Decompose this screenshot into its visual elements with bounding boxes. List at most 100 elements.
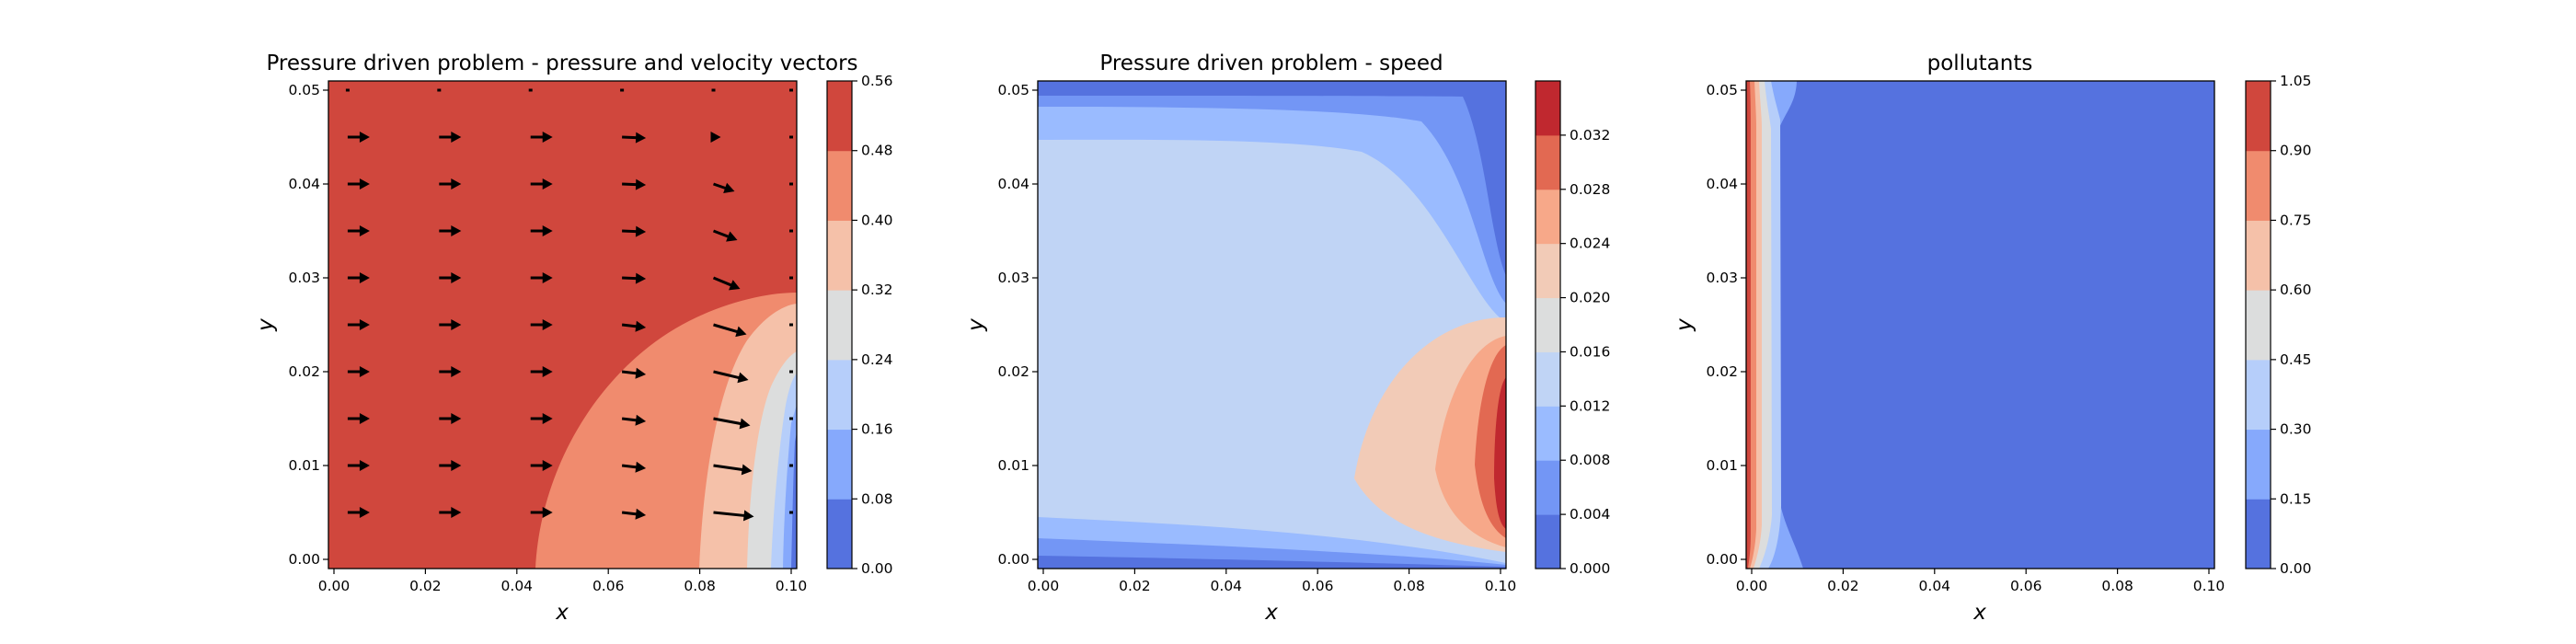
colorbar-tick-label: 0.08 (861, 490, 893, 507)
pressure-x-label: x (555, 601, 569, 625)
colorbar-tick-label: 0.028 (1570, 181, 1610, 198)
x-tick-label: 0.08 (684, 578, 716, 594)
colorbar-segment (2246, 81, 2271, 152)
x-tick-label: 0.00 (1028, 578, 1060, 594)
x-tick-label: 0.06 (2010, 578, 2042, 594)
velocity-arrow (789, 135, 793, 139)
colorbar-tick-label: 0.020 (1570, 290, 1610, 306)
pollutants-x-ticks: 0.00 0.02 0.04 0.06 0.08 0.10 (1736, 569, 2225, 594)
velocity-arrow (530, 413, 553, 424)
velocity-arrow (439, 178, 462, 190)
colorbar-tick-label: 0.016 (1570, 343, 1610, 360)
colorbar-segment (827, 81, 852, 152)
colorbar-tick-label: 0.24 (861, 351, 893, 368)
velocity-arrow (439, 319, 462, 330)
velocity-arrow (530, 225, 553, 236)
pressure-panel: 0.00 0.02 0.04 0.06 0.08 0.10 0.000.010.020.0… (254, 52, 893, 625)
velocity-arrow (621, 461, 647, 473)
y-tick-label: 0.04 (288, 176, 320, 192)
colorbar-tick-label: 0.024 (1570, 236, 1610, 252)
velocity-arrow (528, 88, 533, 92)
y-tick-label: 0.00 (1706, 551, 1738, 568)
x-tick-label: 0.00 (318, 578, 351, 594)
pressure-panel-title: Pressure driven problem - pressure and v… (266, 52, 857, 75)
velocity-arrow (530, 319, 553, 330)
colorbar-frame (1535, 80, 1561, 569)
velocity-arrow (712, 229, 738, 242)
velocity-arrow (789, 511, 793, 514)
velocity-arrow (437, 88, 442, 92)
velocity-arrow (622, 132, 647, 144)
velocity-arrow (347, 413, 370, 424)
colorbar-tick-label: 0.16 (861, 421, 893, 438)
speed-colorbar: 0.000 0.004 0.008 0.012 0.016 0.020 0.024 0.028… (1535, 80, 1610, 577)
velocity-arrow (622, 178, 647, 190)
velocity-arrow (712, 276, 741, 291)
y-tick-label: 0.02 (288, 363, 320, 380)
colorbar-segment (2246, 150, 2271, 221)
colorbar-segment (1535, 243, 1560, 299)
velocity-arrow (622, 272, 647, 284)
x-tick-label: 0.02 (1119, 578, 1151, 594)
velocity-arrow (789, 276, 793, 280)
velocity-arrow (347, 178, 370, 190)
y-tick-label: 0.02 (1706, 363, 1738, 380)
velocity-arrow (789, 464, 793, 467)
colorbar-tick-label: 0.012 (1570, 397, 1610, 414)
pollutants-contour-field (1746, 81, 2214, 569)
velocity-arrow (713, 464, 753, 476)
colorbar-tick-label: 0.48 (861, 143, 893, 159)
colorbar-tick-label: 1.05 (2280, 73, 2312, 89)
x-tick-label: 0.06 (1302, 578, 1334, 594)
velocity-arrow (347, 272, 370, 283)
velocity-arrow (713, 182, 735, 194)
velocity-arrow (713, 370, 749, 384)
colorbar-tick-label: 0.75 (2280, 212, 2312, 228)
velocity-arrow (789, 229, 793, 233)
y-tick-label: 0.01 (997, 457, 1029, 474)
x-tick-label: 0.08 (1393, 578, 1425, 594)
colorbar-segment (2246, 220, 2271, 291)
colorbar-tick-label: 0.000 (1570, 560, 1610, 577)
x-tick-label: 0.08 (2101, 578, 2133, 594)
y-tick-label: 0.00 (997, 551, 1029, 568)
x-tick-label: 0.02 (1827, 578, 1859, 594)
velocity-arrow (347, 460, 370, 471)
velocity-arrow (439, 413, 462, 424)
colorbar-segment (827, 220, 852, 291)
velocity-arrow (439, 366, 462, 377)
colorbar-segment (1535, 189, 1560, 245)
colorbar-tick-label: 0.00 (861, 560, 893, 577)
velocity-arrow (621, 367, 647, 379)
colorbar-frame (826, 80, 853, 569)
velocity-arrow (789, 417, 793, 420)
velocity-arrow (713, 417, 751, 430)
colorbar-segment (827, 359, 852, 431)
x-tick-label: 0.04 (1211, 578, 1243, 594)
y-tick-label: 0.04 (1706, 176, 1738, 192)
colorbar-tick-label: 0.15 (2280, 490, 2312, 507)
colorbar-segment (2246, 359, 2271, 431)
y-tick-label: 0.00 (288, 551, 320, 568)
colorbar-tick-label: 0.56 (861, 73, 893, 89)
x-tick-label: 0.00 (1736, 578, 1768, 594)
pressure-contour-field (328, 81, 797, 569)
velocity-arrow (439, 132, 462, 143)
velocity-arrow (439, 225, 462, 236)
velocity-arrow (347, 507, 370, 518)
y-tick-label: 0.05 (997, 82, 1029, 98)
colorbar-tick-label: 0.45 (2280, 351, 2312, 368)
speed-plot-frame (1037, 80, 1507, 569)
colorbar-segment (2246, 499, 2271, 569)
velocity-arrow (530, 460, 553, 471)
colorbar-segment (2246, 429, 2271, 500)
y-tick-label: 0.04 (997, 176, 1029, 192)
velocity-arrow (347, 132, 370, 143)
velocity-arrow (711, 88, 716, 92)
velocity-arrow (713, 510, 754, 522)
velocity-arrow (347, 225, 370, 236)
pollutants-y-label: y (1673, 318, 1696, 332)
colorbar-segment (827, 499, 852, 569)
colorbar-segment (1535, 134, 1560, 190)
